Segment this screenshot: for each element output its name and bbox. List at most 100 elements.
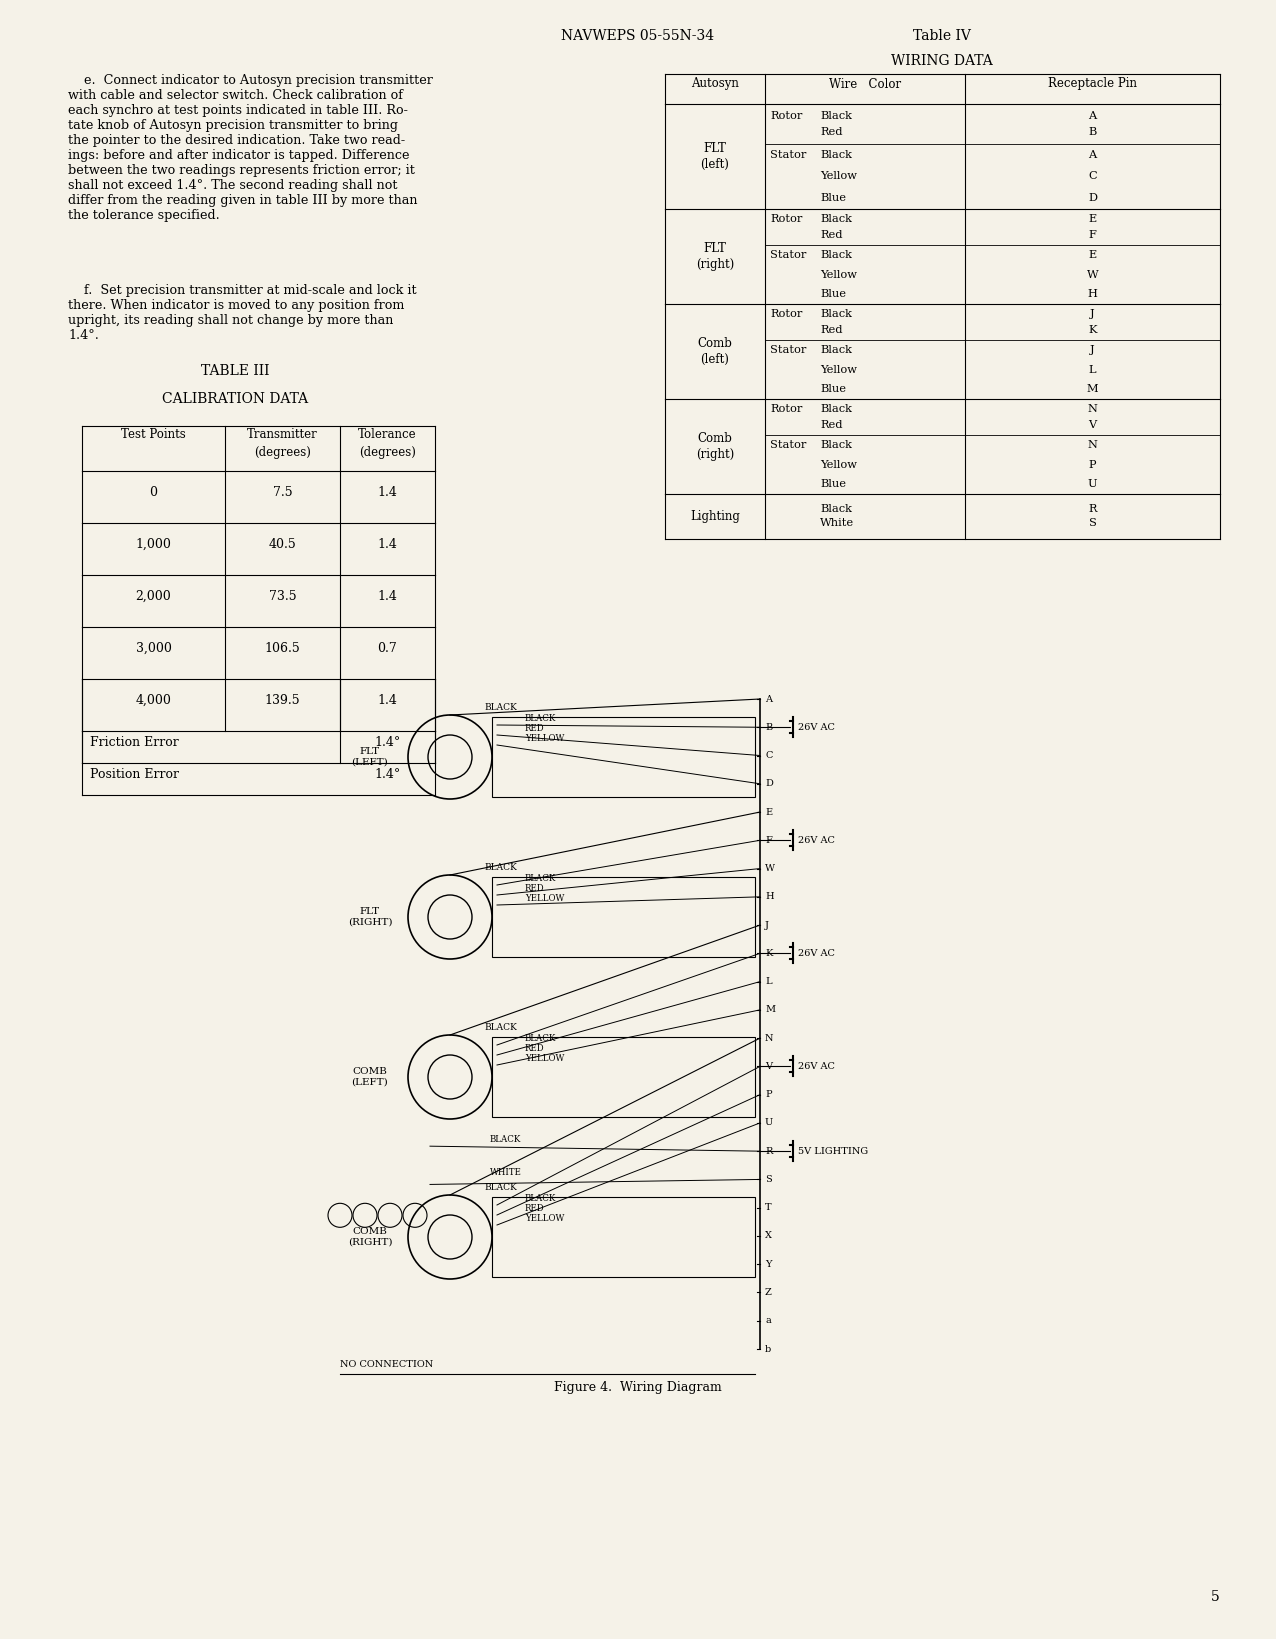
Text: R: R	[1088, 505, 1097, 515]
Text: BLACK: BLACK	[524, 715, 556, 723]
Text: COMB
(LEFT): COMB (LEFT)	[352, 1067, 388, 1087]
Text: Blue: Blue	[820, 288, 846, 300]
Text: NO CONNECTION: NO CONNECTION	[339, 1360, 434, 1369]
Text: FLT: FLT	[703, 243, 726, 256]
Text: Lighting: Lighting	[690, 510, 740, 523]
Text: N: N	[1087, 405, 1097, 415]
Text: 1.4°: 1.4°	[374, 767, 401, 780]
Text: BLACK: BLACK	[490, 1136, 522, 1144]
Text: K: K	[766, 949, 772, 957]
Text: C: C	[1088, 172, 1097, 182]
Text: K: K	[1088, 325, 1097, 334]
Text: 7.5: 7.5	[273, 485, 292, 498]
Text: Yellow: Yellow	[820, 172, 857, 182]
Text: 26V AC: 26V AC	[798, 1062, 835, 1070]
Text: M: M	[1087, 384, 1099, 395]
Text: Yellow: Yellow	[820, 269, 857, 280]
Text: Transmitter: Transmitter	[248, 428, 318, 441]
Text: Test Points: Test Points	[121, 428, 186, 441]
Text: Red: Red	[820, 229, 842, 239]
Text: WHITE: WHITE	[490, 1169, 522, 1177]
Bar	[493, 1037, 755, 1118]
Text: e.  Connect indicator to Autosyn precision transmitter
with cable and selector s: e. Connect indicator to Autosyn precisio…	[68, 74, 433, 221]
Text: White: White	[820, 518, 854, 528]
Text: B: B	[1088, 126, 1096, 138]
Text: T: T	[766, 1203, 772, 1213]
Text: 1.4: 1.4	[378, 693, 397, 706]
Text: E: E	[766, 808, 772, 816]
Text: Rotor: Rotor	[769, 111, 803, 121]
Text: Blue: Blue	[820, 479, 846, 488]
Text: W: W	[766, 864, 775, 874]
Text: 5: 5	[1211, 1590, 1220, 1605]
Text: 26V AC: 26V AC	[798, 723, 835, 731]
Text: Receptacle Pin: Receptacle Pin	[1048, 77, 1137, 90]
Text: 26V AC: 26V AC	[798, 949, 835, 957]
Text: Yellow: Yellow	[820, 364, 857, 375]
Text: N: N	[766, 1034, 773, 1042]
Bar	[493, 877, 755, 957]
Text: BLACK: BLACK	[524, 1193, 556, 1203]
Text: J: J	[766, 921, 769, 929]
Text: Black: Black	[820, 149, 852, 159]
Text: Autosyn: Autosyn	[692, 77, 739, 90]
Text: 3,000: 3,000	[135, 641, 171, 654]
Text: S: S	[766, 1175, 772, 1183]
Text: (degrees): (degrees)	[254, 446, 311, 459]
Text: R: R	[766, 1147, 772, 1155]
Text: (left): (left)	[701, 352, 730, 365]
Text: (degrees): (degrees)	[359, 446, 416, 459]
Text: 5V LIGHTING: 5V LIGHTING	[798, 1147, 868, 1155]
Text: COMB
(RIGHT): COMB (RIGHT)	[348, 1228, 392, 1247]
Text: 0: 0	[149, 485, 157, 498]
Text: TABLE III: TABLE III	[200, 364, 269, 379]
Text: f.  Set precision transmitter at mid-scale and lock it
there. When indicator is : f. Set precision transmitter at mid-scal…	[68, 284, 417, 343]
Text: Friction Error: Friction Error	[91, 736, 179, 749]
Text: Tolerance: Tolerance	[359, 428, 417, 441]
Text: BLACK: BLACK	[485, 703, 518, 711]
Text: Black: Black	[820, 405, 852, 415]
Text: V: V	[1088, 420, 1096, 429]
Text: Z: Z	[766, 1288, 772, 1296]
Text: H: H	[1087, 288, 1097, 300]
Text: BLACK: BLACK	[524, 1034, 556, 1042]
Text: FLT
(RIGHT): FLT (RIGHT)	[348, 908, 392, 926]
Text: YELLOW: YELLOW	[524, 893, 564, 903]
Text: 1.4: 1.4	[378, 485, 397, 498]
Text: Red: Red	[820, 126, 842, 138]
Text: Table IV: Table IV	[914, 30, 971, 43]
Text: Yellow: Yellow	[820, 459, 857, 469]
Text: Stator: Stator	[769, 249, 806, 261]
Text: Stator: Stator	[769, 344, 806, 356]
Text: D: D	[1088, 193, 1097, 203]
Text: Blue: Blue	[820, 384, 846, 395]
Text: Stator: Stator	[769, 439, 806, 451]
Text: Rotor: Rotor	[769, 310, 803, 320]
Text: U: U	[766, 1118, 773, 1128]
Text: S: S	[1088, 518, 1096, 528]
Text: a: a	[766, 1316, 771, 1326]
Text: Black: Black	[820, 215, 852, 225]
Text: RED: RED	[524, 724, 545, 733]
Text: Blue: Blue	[820, 193, 846, 203]
Text: Stator: Stator	[769, 149, 806, 159]
Text: N: N	[1087, 439, 1097, 451]
Text: Wire   Color: Wire Color	[829, 77, 901, 90]
Text: L: L	[1088, 364, 1096, 375]
Text: Comb: Comb	[698, 433, 732, 446]
Text: Figure 4.  Wiring Diagram: Figure 4. Wiring Diagram	[554, 1382, 722, 1395]
Text: Red: Red	[820, 420, 842, 429]
Text: Black: Black	[820, 111, 852, 121]
Text: 106.5: 106.5	[264, 641, 300, 654]
Text: Black: Black	[820, 439, 852, 451]
Text: 73.5: 73.5	[269, 590, 296, 603]
Text: BLACK: BLACK	[485, 864, 518, 872]
Text: H: H	[766, 892, 773, 901]
Text: 4,000: 4,000	[135, 693, 171, 706]
Text: BLACK: BLACK	[485, 1183, 518, 1192]
Text: Position Error: Position Error	[91, 767, 179, 780]
Text: D: D	[766, 779, 773, 788]
Text: 1.4°: 1.4°	[374, 736, 401, 749]
Text: Rotor: Rotor	[769, 215, 803, 225]
Text: BLACK: BLACK	[524, 874, 556, 883]
